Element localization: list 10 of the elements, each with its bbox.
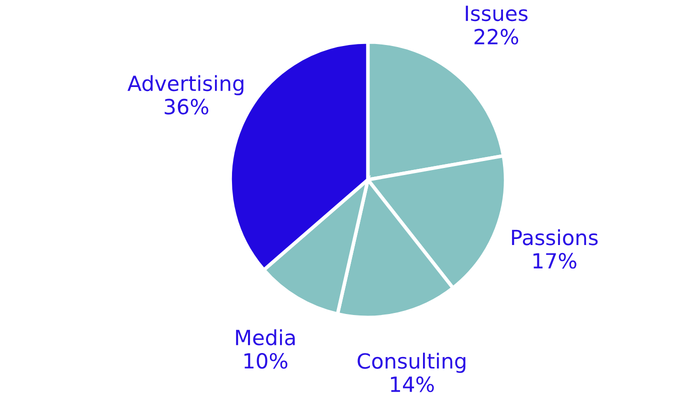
data-label: 10% — [244, 352, 288, 369]
slice-label: Media — [236, 329, 295, 346]
data-label: 36% — [164, 98, 208, 115]
data-label: 17% — [533, 252, 576, 269]
slice-label: Advertising — [128, 75, 244, 96]
slice-label: Passions — [512, 229, 598, 246]
slice-label: Issues — [466, 6, 528, 22]
data-label: 22% — [474, 28, 518, 45]
data-label: 14% — [390, 376, 434, 392]
slice-label: Consulting — [358, 352, 466, 373]
